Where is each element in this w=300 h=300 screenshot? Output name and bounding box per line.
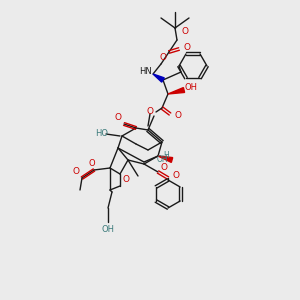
Polygon shape xyxy=(153,74,164,82)
Text: O: O xyxy=(89,160,95,169)
Polygon shape xyxy=(158,156,173,162)
Text: O: O xyxy=(160,52,167,62)
Text: O: O xyxy=(73,167,80,176)
Polygon shape xyxy=(168,88,184,94)
Text: O: O xyxy=(172,172,179,181)
Text: O: O xyxy=(182,28,188,37)
Text: O: O xyxy=(175,112,182,121)
Text: O: O xyxy=(160,164,167,172)
Text: OH: OH xyxy=(101,226,115,235)
Text: OH: OH xyxy=(184,83,197,92)
Text: HN: HN xyxy=(139,68,152,76)
Text: HO: HO xyxy=(95,130,109,139)
Text: O: O xyxy=(146,106,154,116)
Text: OH: OH xyxy=(156,155,168,164)
Text: H: H xyxy=(163,152,169,160)
Text: O: O xyxy=(122,176,130,184)
Text: O: O xyxy=(184,44,190,52)
Text: O: O xyxy=(115,113,122,122)
